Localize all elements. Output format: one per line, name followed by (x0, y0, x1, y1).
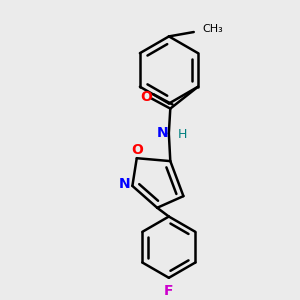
Text: O: O (140, 90, 152, 104)
Text: F: F (164, 284, 174, 298)
Text: CH₃: CH₃ (202, 24, 223, 34)
Text: N: N (118, 177, 130, 191)
Text: N: N (157, 126, 168, 140)
Text: H: H (178, 128, 188, 141)
Text: O: O (131, 143, 143, 157)
